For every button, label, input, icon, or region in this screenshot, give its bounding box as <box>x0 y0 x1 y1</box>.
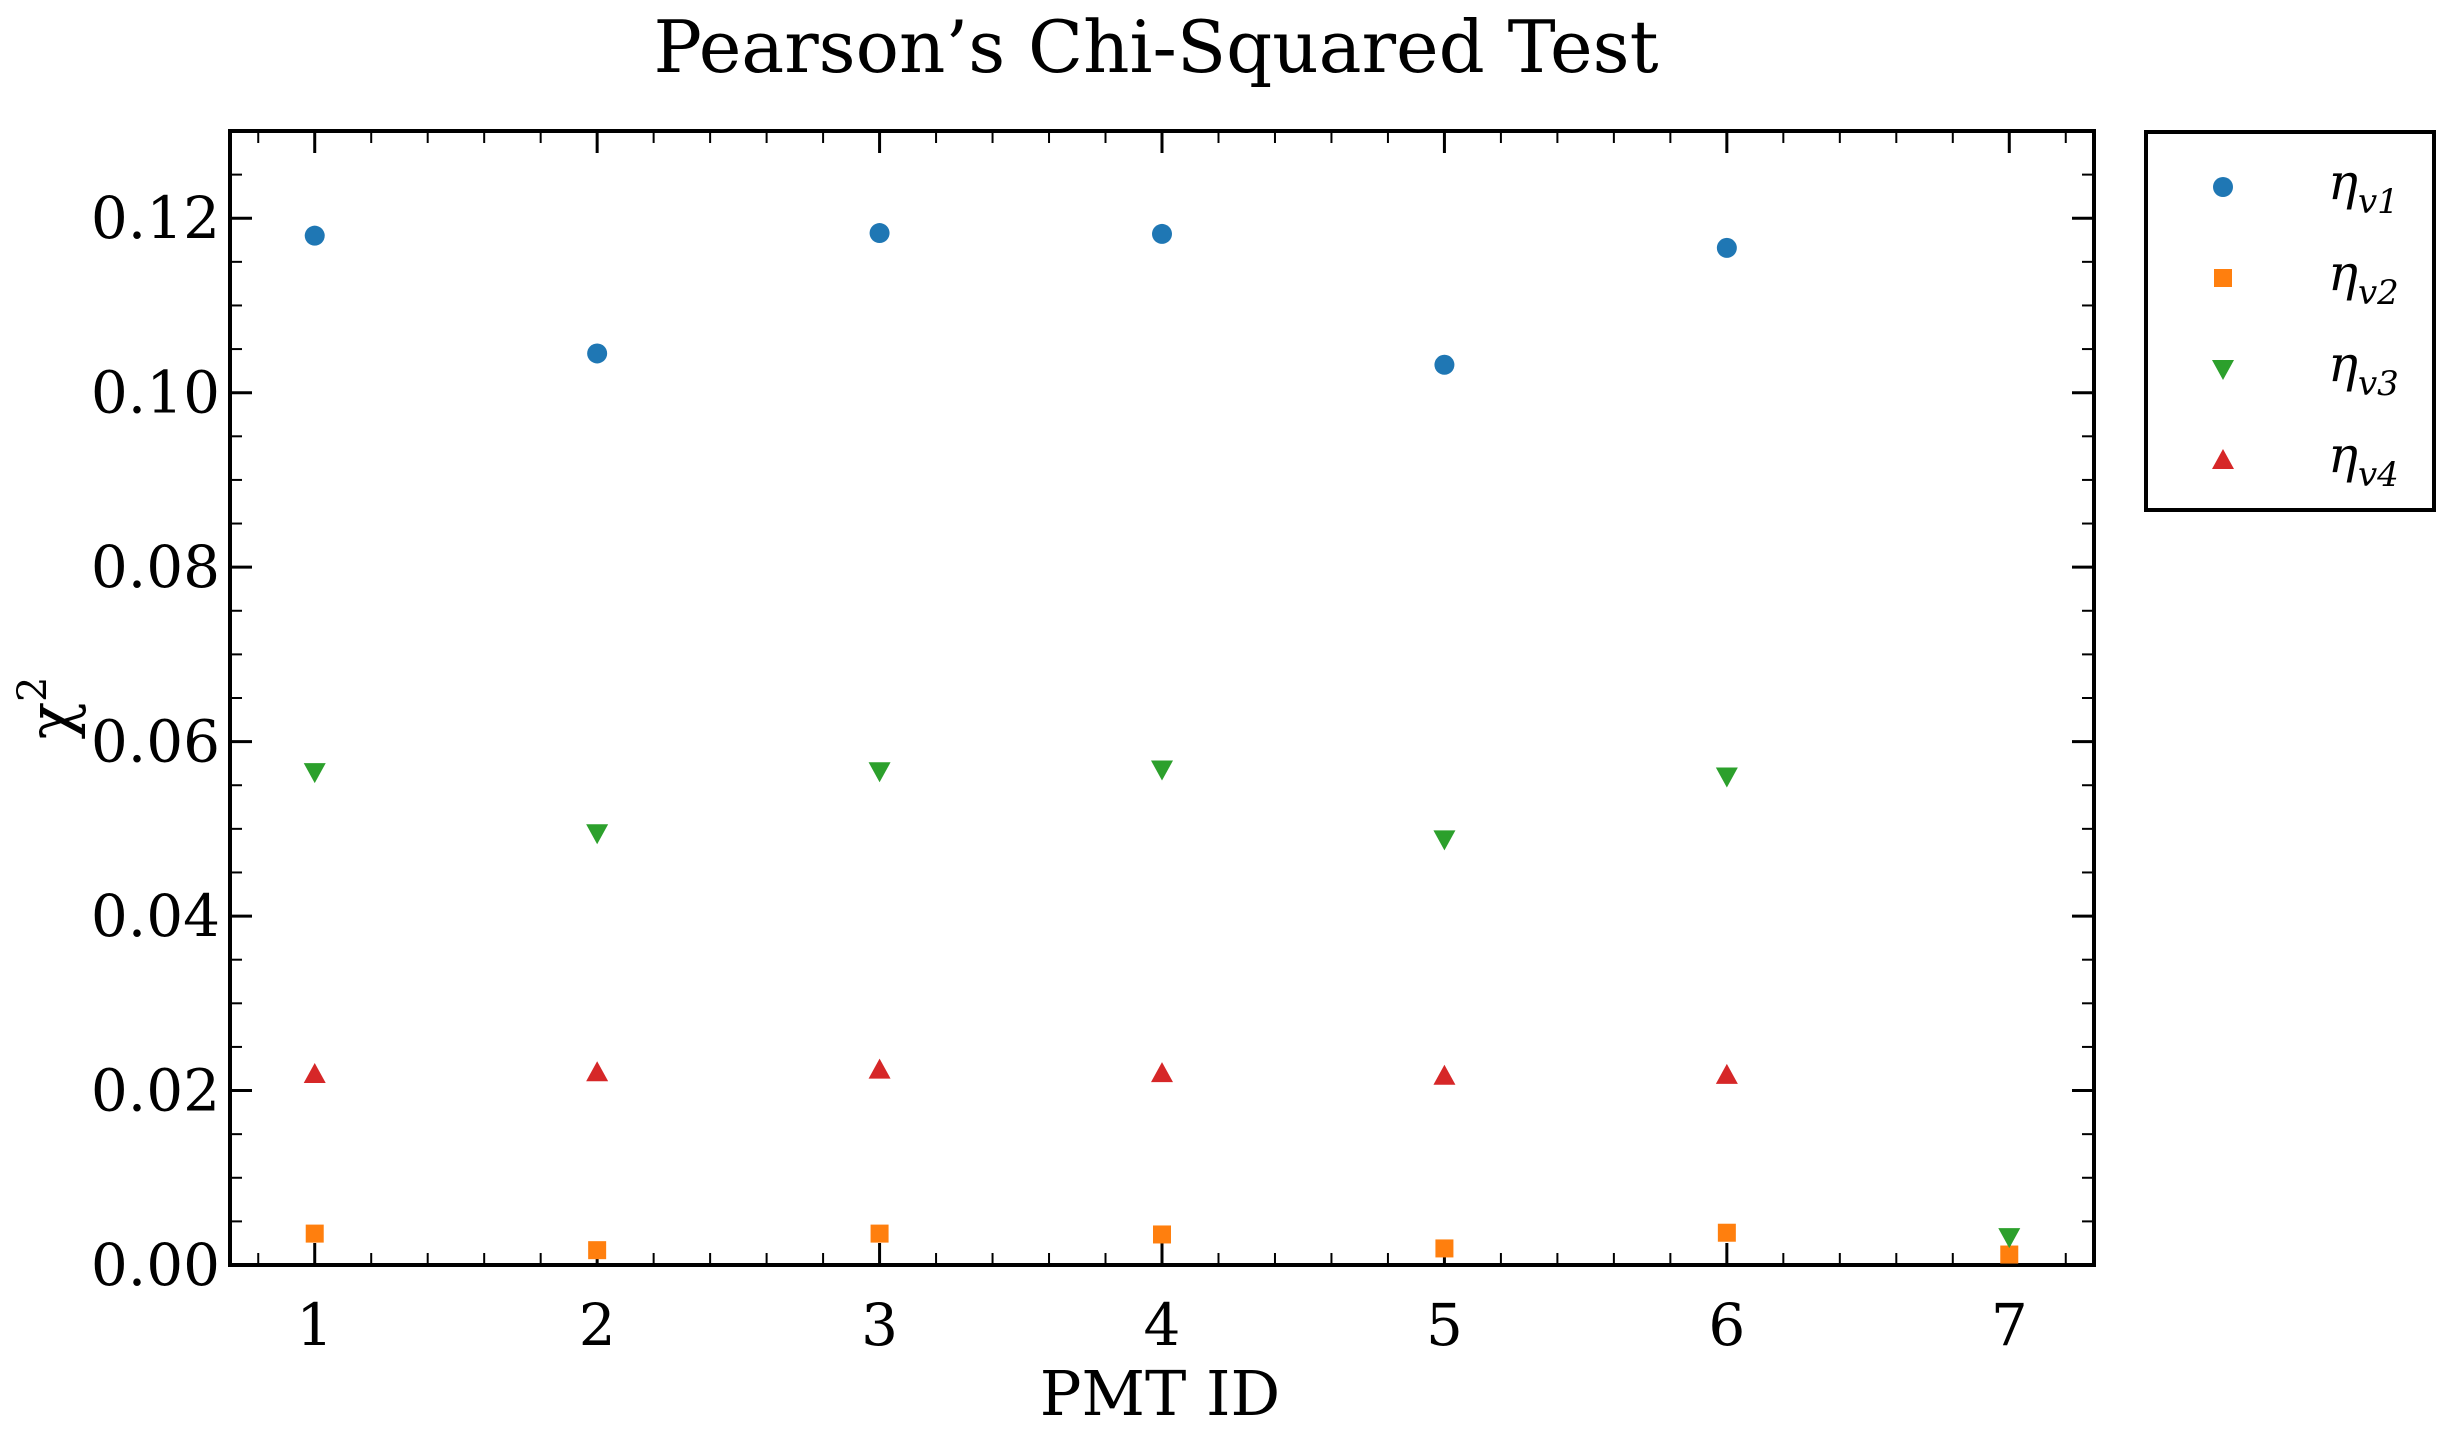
x-tick-label: 5 <box>1426 1291 1463 1359</box>
point-v3 <box>303 763 326 784</box>
x-tick-label: 4 <box>1144 1291 1181 1359</box>
legend-marker-v3 <box>2212 360 2234 380</box>
y-axis-label-group: χ2 <box>10 676 87 739</box>
legend-marker-v2 <box>2214 269 2232 287</box>
point-v3 <box>586 824 609 845</box>
x-tick-label: 2 <box>579 1291 616 1359</box>
y-tick-label: 0.10 <box>91 359 220 427</box>
point-v3 <box>1433 830 1456 851</box>
y-tick-label: 0.02 <box>91 1057 220 1125</box>
point-v4 <box>868 1058 891 1079</box>
y-axis-label-main: χ <box>14 702 87 740</box>
legend-marker-v4 <box>2212 449 2234 469</box>
y-tick-labels: 0.00 0.02 0.04 0.06 0.08 0.10 0.12 <box>91 184 220 1299</box>
point-v3 <box>1151 760 1173 781</box>
legend-entry-symbol: η <box>2328 335 2358 393</box>
point-v4 <box>1151 1062 1173 1083</box>
point-v4 <box>1715 1063 1738 1084</box>
chart-title: Pearson’s Chi-Squared Test <box>653 5 1658 89</box>
y-tick-label: 0.12 <box>91 184 220 252</box>
point-v1 <box>869 223 890 244</box>
x-tick-label: 7 <box>1991 1291 2028 1359</box>
point-v2 <box>1435 1239 1454 1258</box>
y-tick-label: 0.00 <box>91 1231 220 1299</box>
point-v2 <box>1717 1223 1736 1242</box>
point-v1 <box>587 343 608 364</box>
point-v2 <box>2000 1245 2019 1264</box>
point-v2 <box>870 1224 889 1243</box>
legend-entry-v1: ηv1 <box>2328 153 2399 222</box>
x-axis-label: PMT ID <box>1040 1357 1280 1430</box>
data-markers <box>303 223 2021 1264</box>
legend-entry-subscript: v4 <box>2358 455 2399 495</box>
x-tick-label: 3 <box>861 1291 898 1359</box>
legend-frame <box>2144 130 2436 512</box>
y-axis-label-superscript: 2 <box>10 676 56 701</box>
x-tick-labels: 1 2 3 4 5 6 7 <box>296 1291 2027 1359</box>
point-v2 <box>305 1224 324 1243</box>
point-v4 <box>1433 1064 1456 1085</box>
point-v3 <box>1715 767 1738 788</box>
legend-entry-v4: ηv4 <box>2328 426 2399 495</box>
point-v1 <box>304 225 325 246</box>
point-v4 <box>586 1061 609 1082</box>
y-axis-label: χ2 <box>10 676 87 739</box>
x-tick-label: 1 <box>296 1291 333 1359</box>
point-v3 <box>868 762 891 783</box>
point-v1 <box>1716 237 1737 258</box>
legend-marker-v1 <box>2213 177 2233 197</box>
axis-ticks <box>230 131 2094 1267</box>
point-v2 <box>588 1241 607 1260</box>
y-tick-label: 0.04 <box>91 882 220 950</box>
point-v1 <box>1434 354 1455 375</box>
point-v2 <box>1153 1225 1171 1244</box>
point-v4 <box>303 1062 326 1083</box>
x-tick-label: 6 <box>1708 1291 1745 1359</box>
point-v1 <box>1152 223 1172 244</box>
point-v3 <box>1998 1228 2021 1249</box>
y-tick-label: 0.08 <box>91 533 220 601</box>
legend-entry-subscript: v2 <box>2358 273 2399 313</box>
plot-frame <box>228 129 2096 1267</box>
legend-entry-symbol: η <box>2328 244 2358 302</box>
legend-entry-v2: ηv2 <box>2328 244 2399 313</box>
y-tick-label: 0.06 <box>91 708 220 776</box>
plot-area: 1 2 3 4 5 6 7 0.00 0.02 0.04 0.06 0.08 0.10 0.12 <box>91 129 2096 1359</box>
legend-entry-symbol: η <box>2328 426 2358 484</box>
legend-entry-v3: ηv3 <box>2328 335 2399 404</box>
legend-entry-symbol: η <box>2328 153 2358 211</box>
legend-entry-subscript: v1 <box>2358 182 2399 222</box>
legend-entry-subscript: v3 <box>2358 364 2399 404</box>
